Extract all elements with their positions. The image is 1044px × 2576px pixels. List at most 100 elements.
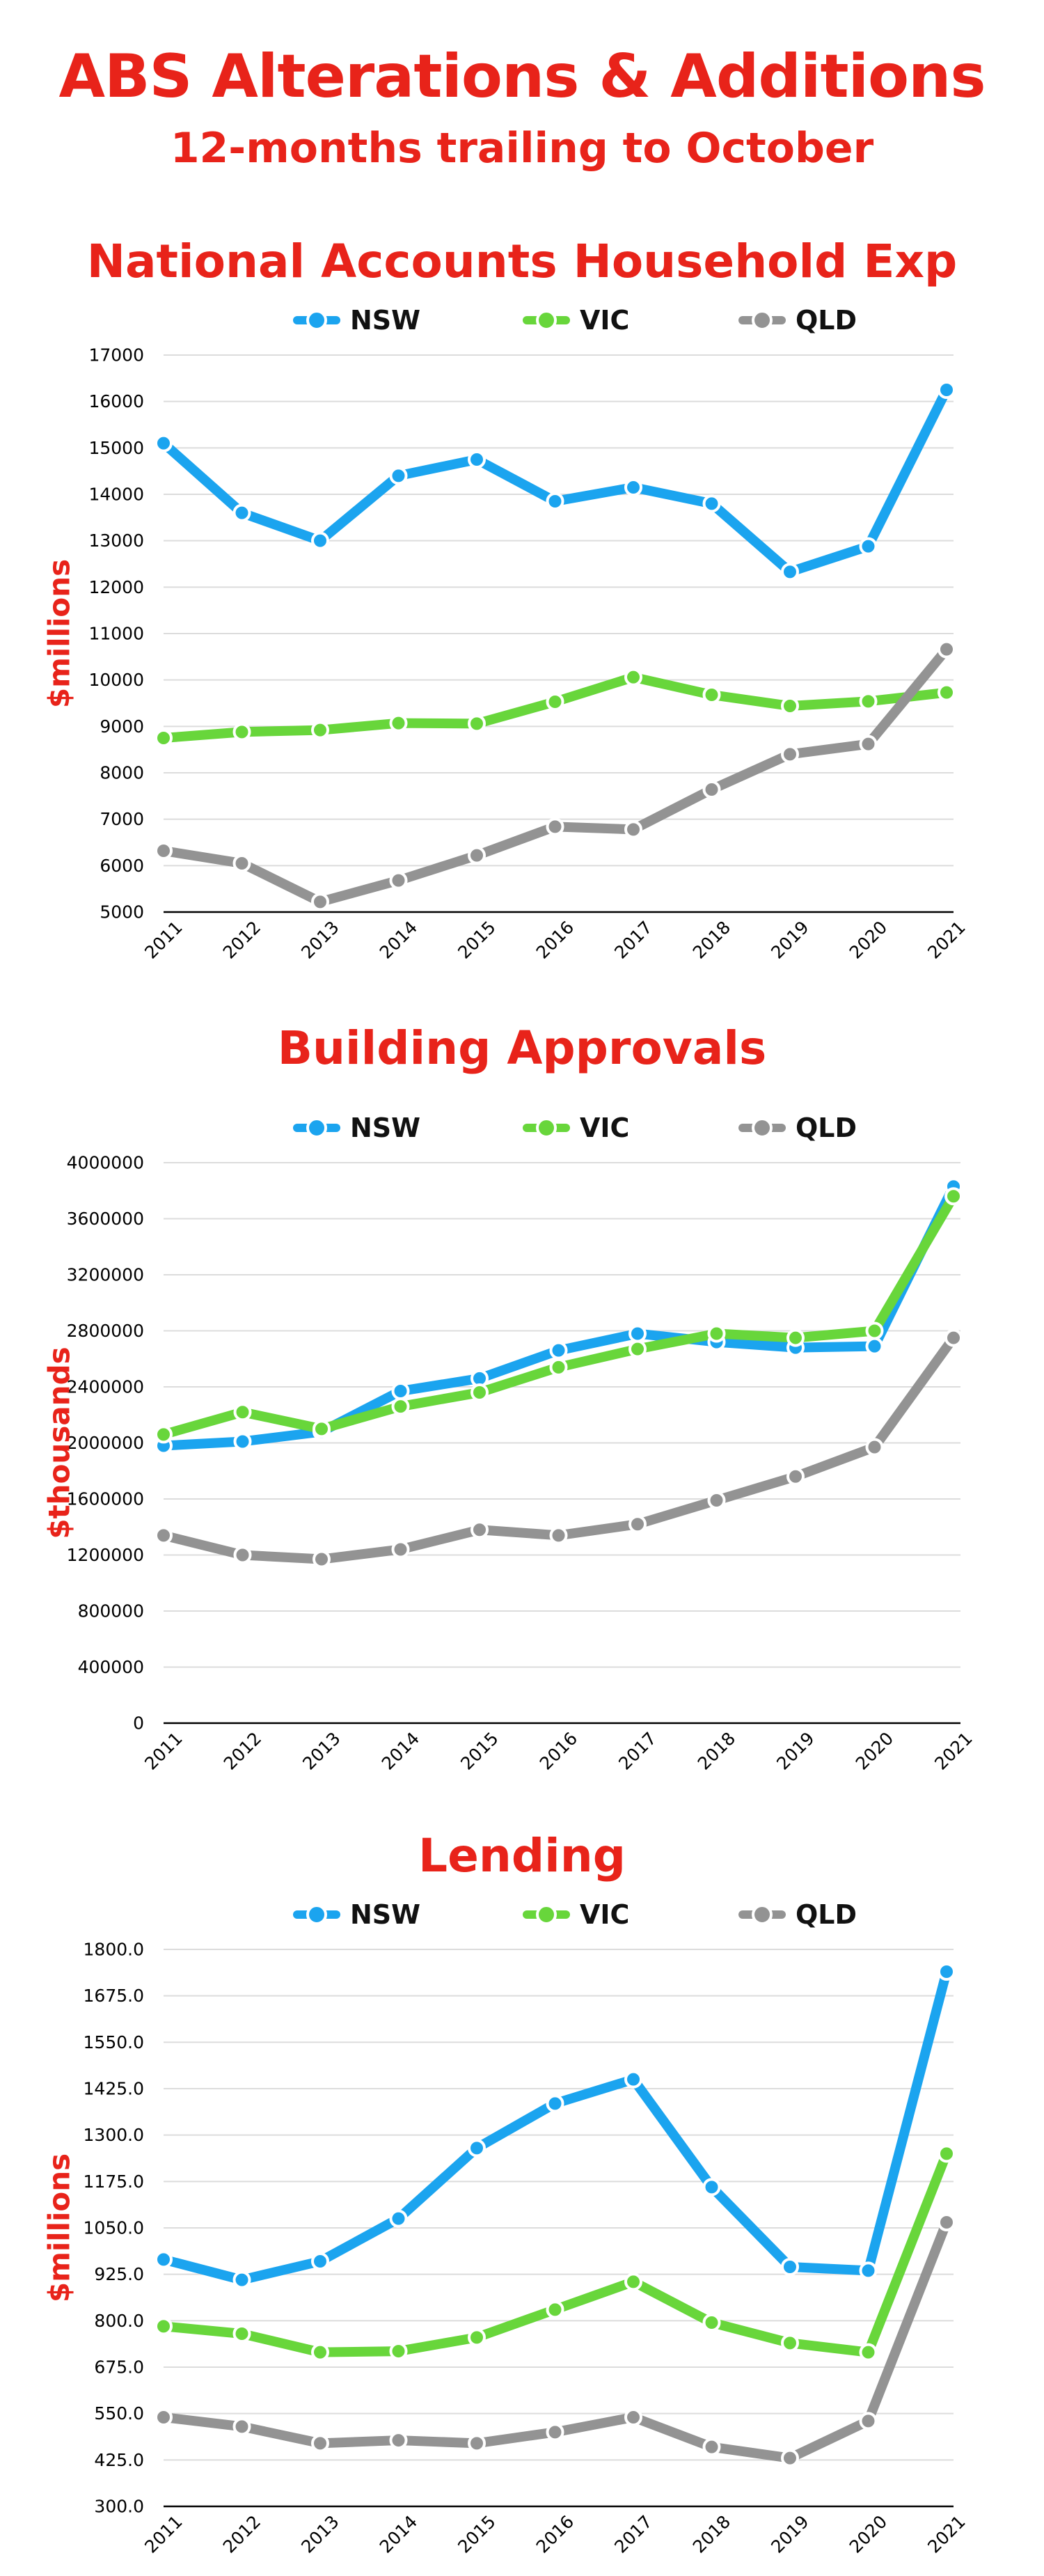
legend-item-qld: QLD (738, 1899, 857, 1930)
y-tick-label: 2800000 (67, 1321, 144, 1341)
legend-label: QLD (796, 1113, 857, 1143)
y-tick-label: 0 (133, 1713, 144, 1734)
legend-item-nsw: NSW (293, 305, 420, 336)
y-tick-label: 1800.0 (84, 1940, 144, 1960)
legend-item-qld: QLD (738, 305, 857, 336)
y-tick-label: 400000 (78, 1657, 144, 1677)
y-axis-label: $millions (42, 559, 77, 708)
data-point-vic (781, 2334, 799, 2353)
series-line-vic (159, 1191, 958, 1440)
data-point-qld (781, 2449, 799, 2467)
data-point-qld (155, 2408, 173, 2426)
data-point-vic (702, 2314, 721, 2332)
legend-item-vic: VIC (523, 1113, 629, 1143)
data-point-nsw (781, 2258, 799, 2276)
data-point-vic (865, 1321, 884, 1340)
data-point-qld (233, 1546, 252, 1564)
data-point-nsw (859, 537, 878, 556)
data-point-nsw (155, 2250, 173, 2269)
x-tick-label: 2021 (931, 1728, 976, 1773)
data-point-vic (313, 1420, 331, 1438)
building-approvals-chart: Building Approvals NSW VIC QLD 0 400000 800000… (42, 1021, 976, 1774)
data-point-qld (468, 846, 486, 865)
data-point-vic (781, 697, 799, 715)
x-tick-label: 2018 (689, 2511, 734, 2557)
series-line-nsw (159, 1967, 951, 2285)
x-tick-label: 2015 (454, 917, 499, 962)
legend-label: NSW (350, 305, 420, 336)
data-point-vic (155, 1425, 173, 1444)
x-tick-label: 2012 (220, 1728, 265, 1773)
data-point-qld (232, 2417, 251, 2436)
y-tick-label: 425.0 (94, 2450, 144, 2470)
data-point-nsw (389, 2209, 408, 2228)
x-tick-label: 2020 (852, 1728, 897, 1773)
legend-marker (306, 310, 327, 331)
legend-marker (536, 1904, 557, 1925)
data-point-vic (546, 2300, 564, 2319)
data-point-nsw (549, 1341, 568, 1360)
data-point-vic (707, 1324, 726, 1343)
data-point-nsw (546, 492, 564, 510)
data-point-qld (938, 640, 956, 659)
x-tick-label: 2013 (299, 1728, 344, 1773)
y-tick-label: 3200000 (67, 1265, 144, 1285)
data-point-vic (232, 723, 251, 741)
legend-label: NSW (350, 1113, 420, 1143)
legend-item-nsw: NSW (293, 1899, 420, 1930)
data-point-nsw (233, 1432, 252, 1451)
data-point-vic (155, 729, 173, 747)
x-tick-label: 2018 (689, 917, 734, 962)
y-tick-label: 10000 (88, 670, 144, 690)
data-point-vic (468, 714, 486, 733)
y-tick-label: 8000 (100, 763, 144, 783)
legend-marker (306, 1117, 327, 1138)
legend-item-nsw: NSW (293, 1113, 420, 1143)
data-point-vic (702, 686, 721, 704)
y-tick-label: 13000 (88, 531, 144, 551)
series-line-nsw (159, 1181, 958, 1451)
y-tick-label: 1300.0 (84, 2125, 144, 2145)
data-point-vic (938, 683, 956, 702)
x-tick-label: 2019 (773, 1728, 818, 1773)
y-tick-label: 1050.0 (84, 2218, 144, 2238)
x-tick-label: 2014 (376, 2511, 421, 2557)
data-point-nsw (468, 2139, 486, 2158)
data-point-qld (786, 1467, 805, 1486)
data-point-qld (944, 1328, 963, 1347)
data-point-nsw (702, 494, 721, 513)
data-point-qld (702, 2437, 721, 2456)
y-tick-label: 7000 (100, 809, 144, 829)
data-point-nsw (311, 2252, 329, 2270)
legend-marker (306, 1904, 327, 1925)
data-point-vic (859, 2343, 878, 2362)
x-tick-label: 2017 (615, 1728, 660, 1773)
y-tick-label: 925.0 (94, 2264, 144, 2284)
data-point-nsw (468, 450, 486, 469)
data-point-qld (470, 1521, 489, 1539)
data-point-vic (628, 1340, 647, 1358)
x-tick-label: 2012 (219, 917, 264, 962)
y-tick-label: 4000000 (67, 1153, 144, 1173)
y-tick-label: 12000 (88, 577, 144, 597)
y-tick-label: 800.0 (94, 2311, 144, 2331)
y-tick-label: 1550.0 (84, 2032, 144, 2052)
data-point-nsw (624, 2070, 642, 2089)
lending-chart: Lending NSW VIC QLD 300.0 425.0 550.0 675.0 800.… (42, 1829, 970, 2557)
data-point-vic (233, 1403, 252, 1422)
y-tick-label: 3600000 (67, 1209, 144, 1229)
page-title: ABS Alterations & Additions (58, 42, 986, 111)
x-tick-label: 2015 (457, 1728, 502, 1773)
x-tick-label: 2017 (610, 917, 656, 962)
x-tick-label: 2020 (846, 2511, 891, 2557)
x-tick-label: 2019 (767, 917, 812, 962)
x-tick-label: 2021 (924, 2511, 969, 2557)
data-point-nsw (311, 531, 329, 550)
household-exp-chart: National Accounts Household Exp NSW VIC QLD… (42, 235, 970, 963)
data-point-vic (311, 2343, 329, 2362)
data-point-qld (702, 780, 721, 799)
chart-title: Building Approvals (278, 1021, 767, 1075)
data-point-vic (468, 2328, 486, 2347)
data-point-qld (311, 2434, 329, 2453)
x-tick-label: 2014 (378, 1728, 423, 1773)
